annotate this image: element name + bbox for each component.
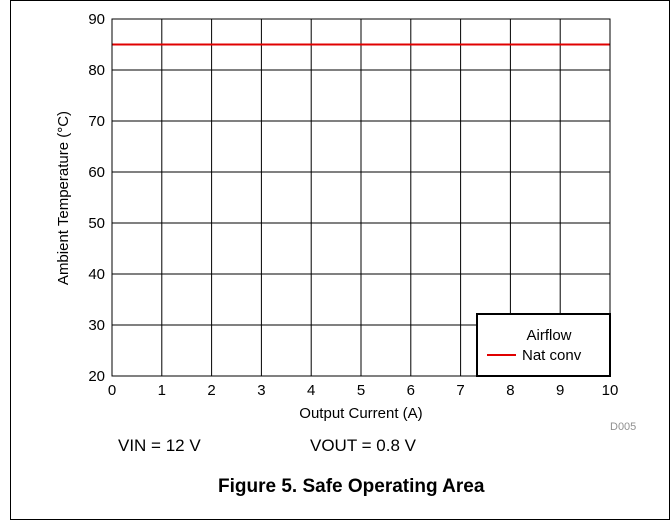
y-axis-label: Ambient Temperature (°C)	[55, 111, 72, 285]
x-tick-label: 10	[602, 382, 619, 399]
vin-condition: VIN = 12 V	[118, 436, 201, 455]
chart: 0 1 2 3 4 5 6 7 8 9 10 20 30 40 50 60 70 80 90 Output Cur…	[55, 11, 636, 433]
y-tick-label: 70	[88, 113, 105, 130]
x-tick-label: 5	[357, 382, 365, 399]
y-tick-label: 20	[88, 368, 105, 385]
figure-caption: Figure 5. Safe Operating Area	[218, 476, 485, 497]
figure-id: D005	[610, 421, 636, 433]
y-tick-label: 60	[88, 164, 105, 181]
y-tick-label: 50	[88, 215, 105, 232]
x-tick-label: 1	[158, 382, 166, 399]
x-tick-label: 4	[307, 382, 315, 399]
y-tick-label: 90	[88, 11, 105, 28]
x-tick-label: 2	[207, 382, 215, 399]
x-tick-label: 0	[108, 382, 116, 399]
y-tick-labels: 20 30 40 50 60 70 80 90	[88, 11, 105, 385]
vout-condition: VOUT = 0.8 V	[310, 436, 416, 455]
legend-box	[476, 313, 611, 377]
x-tick-labels: 0 1 2 3 4 5 6 7 8 9 10	[108, 382, 619, 399]
legend-title: Airflow	[526, 327, 571, 344]
y-tick-label: 40	[88, 266, 105, 283]
x-tick-label: 8	[506, 382, 514, 399]
legend: Airflow Nat conv	[476, 313, 611, 377]
y-tick-label: 80	[88, 62, 105, 79]
x-tick-label: 9	[556, 382, 564, 399]
legend-label: Nat conv	[522, 347, 582, 364]
x-axis-label: Output Current (A)	[299, 405, 422, 422]
x-tick-label: 3	[257, 382, 265, 399]
x-tick-label: 6	[407, 382, 415, 399]
plot-area	[111, 18, 611, 377]
y-tick-label: 30	[88, 317, 105, 334]
x-tick-label: 7	[456, 382, 464, 399]
